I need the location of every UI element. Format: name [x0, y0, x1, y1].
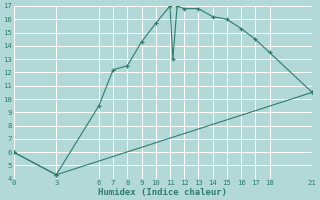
X-axis label: Humidex (Indice chaleur): Humidex (Indice chaleur)	[98, 188, 228, 197]
